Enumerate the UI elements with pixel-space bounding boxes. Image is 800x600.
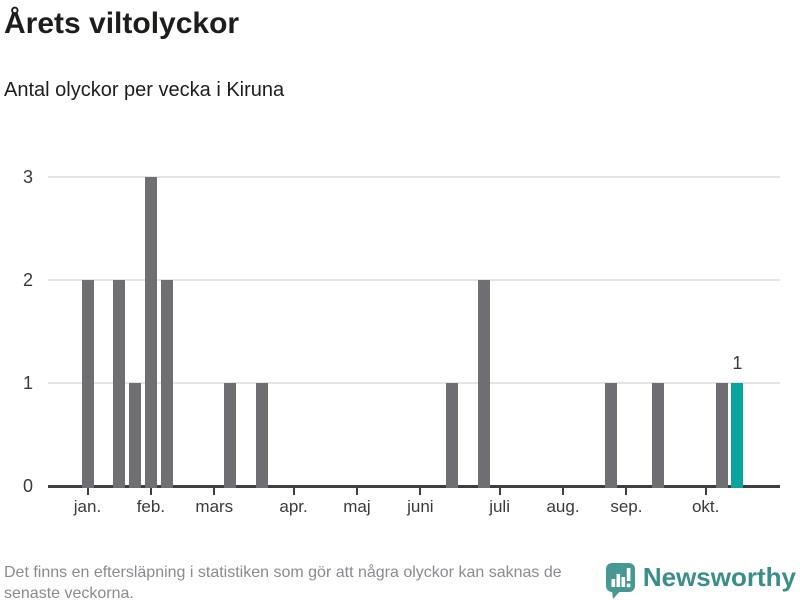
footnote-line-1: Det finns en eftersläpning i statistiken… [4,564,562,581]
x-axis-tick-juni [419,488,422,495]
bar-week-24 [446,383,459,488]
x-axis-label-jan: jan. [73,497,102,516]
x-axis-tick-apr [292,488,295,495]
x-axis-tick-okt [704,488,707,495]
bar-week-1 [81,280,94,488]
x-axis-tick-aug [562,488,564,495]
bar-week-26 [477,280,490,488]
bar-week-37 [652,383,665,488]
x-axis-label-sep: sep. [610,497,643,516]
newsworthy-speech-bubble-bar-chart-icon [605,561,636,600]
x-axis-tick-feb [149,488,152,495]
x-axis-label-feb: feb. [136,497,166,516]
bar-week-6 [160,280,173,488]
x-axis-tick-maj [355,488,358,495]
footnote-line-2: senaste veckorna. [4,585,134,600]
y-axis-label-2: 2 [22,270,33,290]
x-axis-tick-sep [625,488,628,495]
bar-value-label-week-42: 1 [732,353,743,373]
bar-week-12 [255,383,268,488]
y-axis-label-0: 0 [22,476,33,496]
x-axis-tick-juli [498,488,501,495]
x-axis-label-apr: apr. [279,497,308,516]
x-axis-tick-jan [86,488,89,495]
gridline-y-1 [48,382,780,384]
bar-week-10 [224,383,237,488]
footnote: Det finns en eftersläpning i statistiken… [4,562,562,600]
x-axis-label-juli: juli [489,497,510,516]
bar-week-34 [604,383,617,488]
x-axis-label-mars: mars [195,497,234,516]
x-axis-label-okt: okt. [691,497,720,516]
gridline-y-3 [48,176,780,178]
x-axis-label-maj: maj [343,497,371,516]
newsworthy-logo-text: Newsworthy [642,562,796,592]
y-axis-label-1: 1 [22,373,33,393]
x-axis-label-juni: juni [407,497,434,516]
y-axis-label-3: 3 [22,167,33,187]
newsworthy-logo[interactable]: Newsworthy [605,561,796,600]
chart-subtitle: Antal olyckor per vecka i Kiruna [4,79,285,101]
gridline-y-2 [48,279,780,281]
bar-week-3 [113,280,126,488]
bar-week-4 [129,383,142,488]
x-axis-label-aug: aug. [546,497,580,516]
bar-week-41 [715,383,728,488]
page-title: Årets viltolyckor [4,7,240,40]
bar-week-42 [731,383,744,488]
x-axis-line [48,485,780,488]
x-axis-tick-mars [213,488,216,495]
bar-week-5 [144,177,157,488]
